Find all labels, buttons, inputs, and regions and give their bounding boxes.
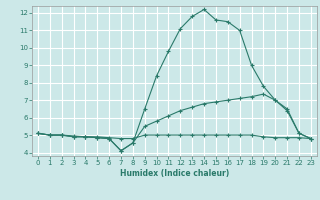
X-axis label: Humidex (Indice chaleur): Humidex (Indice chaleur)	[120, 169, 229, 178]
